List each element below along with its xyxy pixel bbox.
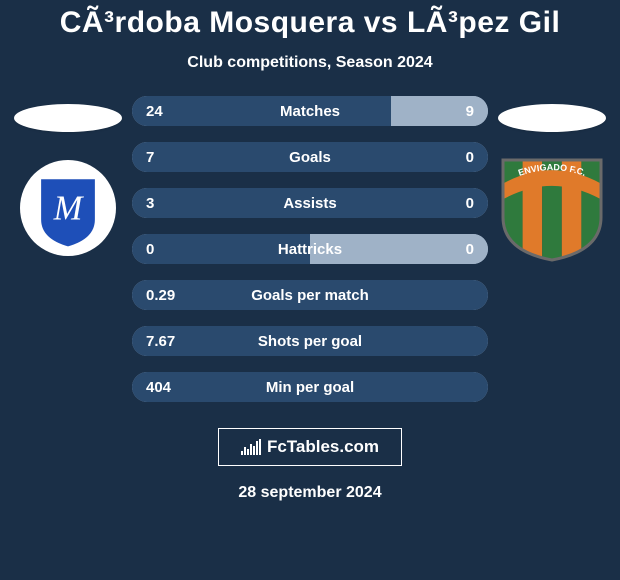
- stat-value-left: 7.67: [132, 333, 212, 350]
- stat-row: 24Matches9: [132, 96, 488, 126]
- club-right-crest: ENVIGADO F.C.: [501, 150, 603, 262]
- footer-date: 28 september 2024: [238, 484, 381, 502]
- club-left-crest: M: [20, 160, 116, 256]
- stat-label: Assists: [212, 195, 408, 212]
- club-left-crest-icon: M: [20, 160, 116, 256]
- stat-label: Matches: [212, 103, 408, 120]
- stat-label: Hattricks: [212, 241, 408, 258]
- brand-chart-icon: [241, 439, 261, 455]
- stat-value-right: 0: [408, 241, 488, 258]
- stat-row: 0.29Goals per match: [132, 280, 488, 310]
- stat-row: 404Min per goal: [132, 372, 488, 402]
- stat-row: 0Hattricks0: [132, 234, 488, 264]
- stat-label: Min per goal: [212, 379, 408, 396]
- stat-value-right: 0: [408, 195, 488, 212]
- stat-row: 7Goals0: [132, 142, 488, 172]
- page-title: CÃ³rdoba Mosquera vs LÃ³pez Gil: [60, 6, 561, 40]
- stat-value-left: 0.29: [132, 287, 212, 304]
- stat-value-left: 24: [132, 103, 212, 120]
- brand-box: FcTables.com: [218, 428, 402, 466]
- player-left-column: M: [8, 96, 128, 256]
- player-left-photo-placeholder: [14, 104, 122, 132]
- stat-value-right: 9: [408, 103, 488, 120]
- svg-text:M: M: [53, 190, 85, 228]
- stat-label: Goals: [212, 149, 408, 166]
- stats-list: 24Matches97Goals03Assists00Hattricks00.2…: [132, 96, 488, 402]
- stat-label: Shots per goal: [212, 333, 408, 350]
- page-root: CÃ³rdoba Mosquera vs LÃ³pez Gil Club com…: [0, 0, 620, 580]
- stat-value-left: 3: [132, 195, 212, 212]
- brand-text: FcTables.com: [267, 437, 379, 457]
- stat-value-left: 404: [132, 379, 212, 396]
- club-right-crest-icon: ENVIGADO F.C.: [501, 150, 603, 262]
- stat-row: 3Assists0: [132, 188, 488, 218]
- stat-value-left: 0: [132, 241, 212, 258]
- main-content: M 24Matches97Goals03Assists00Hattricks00…: [0, 96, 620, 402]
- stat-value-right: 0: [408, 149, 488, 166]
- footer: FcTables.com 28 september 2024: [218, 428, 402, 502]
- player-right-column: ENVIGADO F.C.: [492, 96, 612, 262]
- player-right-photo-placeholder: [498, 104, 606, 132]
- stat-row: 7.67Shots per goal: [132, 326, 488, 356]
- page-subtitle: Club competitions, Season 2024: [187, 54, 432, 72]
- stat-label: Goals per match: [212, 287, 408, 304]
- stat-value-left: 7: [132, 149, 212, 166]
